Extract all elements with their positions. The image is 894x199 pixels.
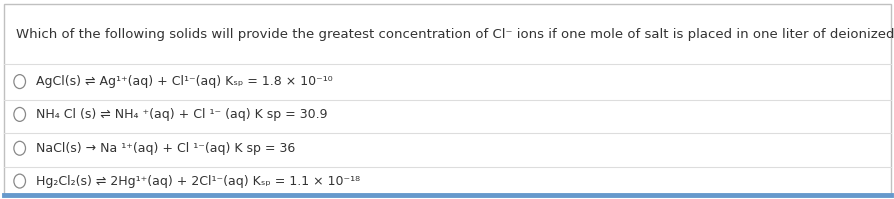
Text: AgCl(s) ⇌ Ag¹⁺(aq) + Cl¹⁻(aq) Kₛₚ = 1.8 × 10⁻¹⁰: AgCl(s) ⇌ Ag¹⁺(aq) + Cl¹⁻(aq) Kₛₚ = 1.8 … — [36, 75, 332, 88]
Text: NH₄ Cl (s) ⇌ NH₄ ⁺(aq) + Cl ¹⁻ (aq) K sp = 30.9: NH₄ Cl (s) ⇌ NH₄ ⁺(aq) + Cl ¹⁻ (aq) K sp… — [36, 108, 327, 121]
Text: Which of the following solids will provide the greatest concentration of Cl⁻ ion: Which of the following solids will provi… — [16, 28, 894, 41]
Text: Hg₂Cl₂(s) ⇌ 2Hg¹⁺(aq) + 2Cl¹⁻(aq) Kₛₚ = 1.1 × 10⁻¹⁸: Hg₂Cl₂(s) ⇌ 2Hg¹⁺(aq) + 2Cl¹⁻(aq) Kₛₚ = … — [36, 175, 359, 188]
Text: NaCl(s) → Na ¹⁺(aq) + Cl ¹⁻(aq) K sp = 36: NaCl(s) → Na ¹⁺(aq) + Cl ¹⁻(aq) K sp = 3… — [36, 142, 295, 155]
FancyBboxPatch shape — [4, 4, 890, 195]
